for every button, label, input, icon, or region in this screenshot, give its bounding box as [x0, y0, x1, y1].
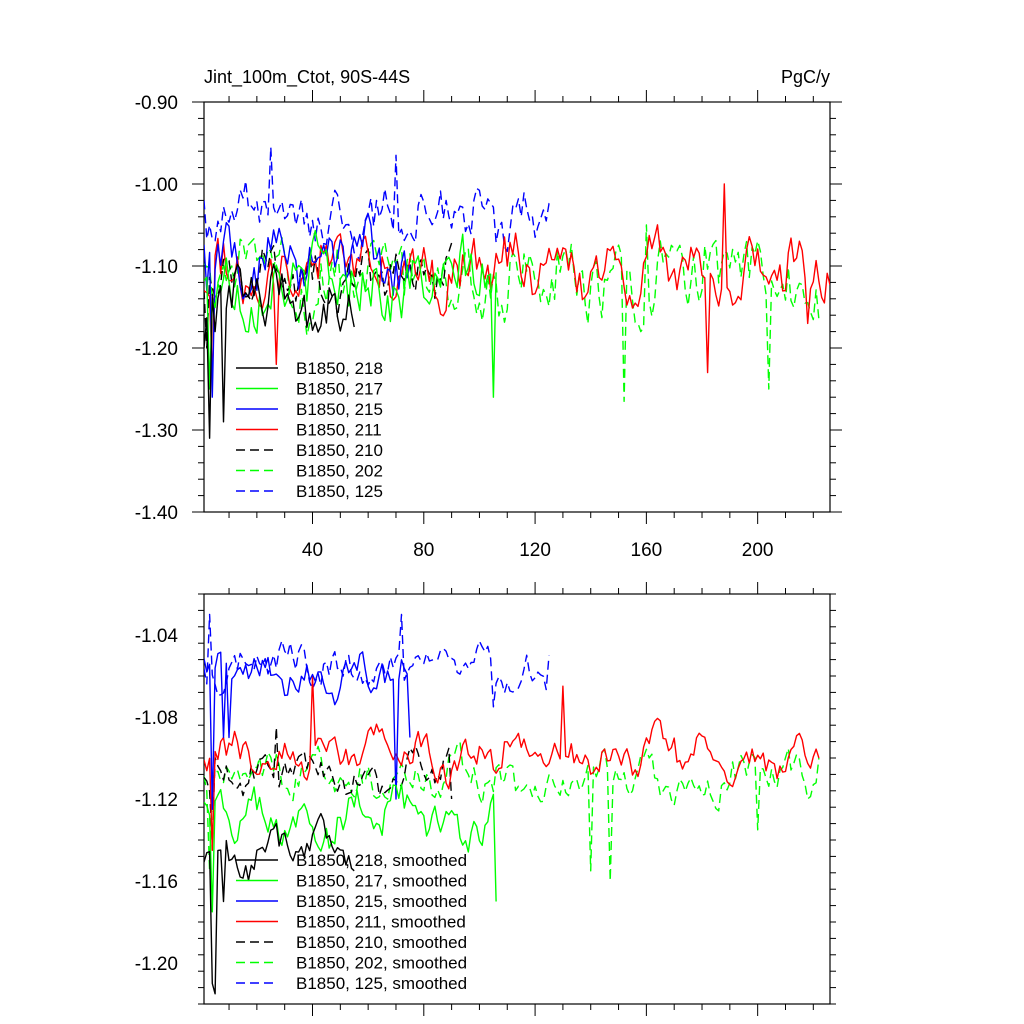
x-tick-label: 200	[742, 540, 774, 561]
x-tick-label: 120	[519, 540, 551, 561]
series-line	[204, 783, 497, 913]
series-line	[204, 213, 411, 398]
series-line	[204, 726, 453, 841]
y-tick-label: -1.00	[135, 175, 178, 196]
series-line	[204, 613, 550, 708]
y-tick-label: -1.08	[135, 708, 178, 729]
legend-label: B1850, 215	[296, 400, 383, 419]
legend-label: B1850, 217	[296, 380, 383, 399]
x-tick-label: 160	[631, 540, 663, 561]
legend-label: B1850, 215, smoothed	[296, 892, 467, 911]
legend-label: B1850, 210, smoothed	[296, 933, 467, 952]
series-line	[204, 812, 355, 995]
legend-label: B1850, 217, smoothed	[296, 872, 467, 891]
series-line	[204, 675, 820, 851]
x-tick-label: 80	[413, 540, 434, 561]
legend-label: B1850, 210	[296, 441, 383, 460]
series-group	[204, 146, 830, 439]
y-tick-label: -1.30	[135, 421, 178, 442]
legend-label: B1850, 211, smoothed	[296, 913, 466, 932]
legend-label: B1850, 125, smoothed	[296, 974, 467, 993]
legend-label: B1850, 218, smoothed	[296, 851, 467, 870]
series-line	[204, 741, 820, 882]
legend-label: B1850, 218	[296, 359, 383, 378]
legend-label: B1850, 125	[296, 482, 383, 501]
x-tick-label: 40	[302, 540, 323, 561]
legend-label: B1850, 211	[296, 421, 382, 440]
y-tick-label: -1.20	[135, 339, 178, 360]
y-tick-label: -1.12	[135, 790, 178, 811]
legend-label: B1850, 202, smoothed	[296, 954, 467, 973]
panel-annual: 40 80 120 160 200 -1.40 -1.30 -1.20 -1.10 -1.00 -0…	[135, 90, 842, 561]
series-line	[204, 263, 355, 439]
y-tick-label: -1.20	[135, 954, 178, 975]
y-tick-label: -0.90	[135, 93, 178, 114]
chart-title: Jint_100m_Ctot, 90S-44S	[204, 67, 410, 88]
y-tick-label: -1.04	[135, 626, 179, 647]
plot-frame	[203, 101, 831, 513]
panel-smoothed: -1.20 -1.16 -1.12 -1.08 -1.04 B1850, 218, smo…	[135, 582, 836, 1016]
series-line	[204, 651, 411, 810]
chart-units: PgC/y	[781, 67, 830, 87]
series-line	[204, 146, 553, 261]
series-group	[204, 613, 820, 995]
series-line	[204, 224, 820, 402]
plot-frame	[203, 593, 831, 1005]
legend-label: B1850, 202	[296, 462, 383, 481]
y-tick-label: -1.40	[135, 503, 178, 524]
y-tick-label: -1.16	[135, 872, 178, 893]
y-tick-label: -1.10	[135, 257, 178, 278]
series-line	[204, 229, 497, 398]
